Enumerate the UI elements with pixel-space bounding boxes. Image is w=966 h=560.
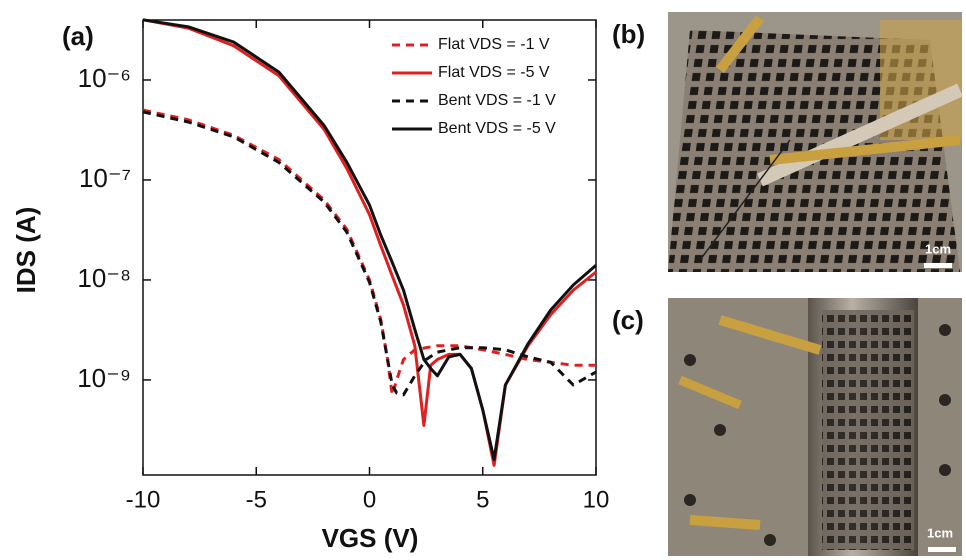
scale-bar — [928, 547, 956, 552]
y-tick-label: 10⁻⁶ — [78, 63, 131, 93]
figure: (b) 1cm (c) 1cm (a) VGS (V) IDS (A) -10 -… — [0, 0, 966, 560]
data-line — [143, 110, 596, 395]
plot-frame — [143, 20, 596, 475]
legend-label: Bent VDS = -1 V — [438, 92, 556, 109]
scale-bar — [924, 263, 952, 268]
legend-label: Flat VDS = -5 V — [438, 64, 550, 81]
legend-label: Flat VDS = -1 V — [438, 36, 550, 53]
x-tick-label: -10 — [126, 486, 161, 513]
scale-label: 1cm — [925, 241, 951, 256]
x-tick-label: 5 — [476, 486, 489, 513]
panel-label: (c) — [612, 305, 644, 335]
x-tick-label: 10 — [583, 486, 610, 513]
y-tick-label: 10⁻⁷ — [79, 163, 131, 193]
data-line — [143, 112, 596, 395]
photo-b — [668, 12, 962, 272]
x-axis-label: VGS (V) — [322, 523, 419, 553]
data-line — [143, 20, 596, 460]
scale-label: 1cm — [927, 525, 953, 540]
y-tick-label: 10⁻⁸ — [77, 263, 131, 293]
photo-c — [668, 298, 962, 556]
panel-label: (b) — [612, 19, 645, 49]
chart-title: (a) — [62, 21, 94, 51]
data-line — [143, 20, 596, 466]
x-tick-label: -5 — [246, 486, 267, 513]
legend-label: Bent VDS = -5 V — [438, 120, 556, 137]
y-axis-label: IDS (A) — [11, 207, 41, 294]
x-tick-label: 0 — [363, 486, 376, 513]
y-tick-label: 10⁻⁹ — [77, 363, 131, 393]
